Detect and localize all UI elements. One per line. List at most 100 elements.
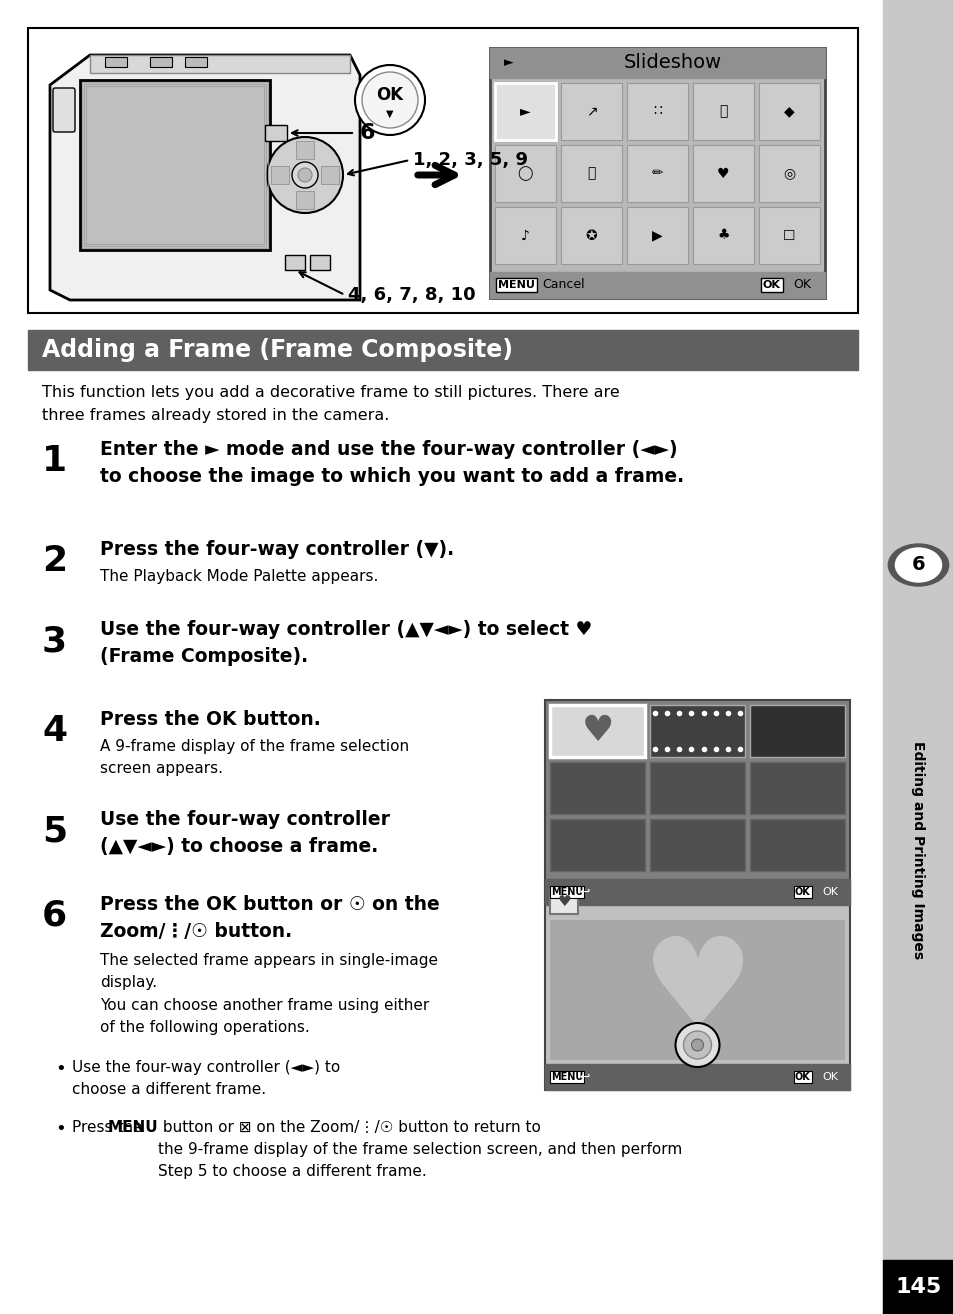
Text: MENU: MENU: [108, 1120, 158, 1135]
Circle shape: [297, 168, 312, 183]
Text: 2: 2: [42, 544, 67, 578]
Text: ✏: ✏: [651, 167, 662, 180]
Bar: [626, 83, 687, 141]
Bar: [495, 208, 556, 264]
Bar: [544, 1064, 849, 1091]
Bar: [490, 49, 824, 78]
Bar: [265, 125, 287, 141]
Bar: [560, 208, 621, 264]
Text: 3: 3: [42, 624, 67, 658]
Text: OK: OK: [762, 280, 781, 290]
Bar: [882, 0, 953, 1314]
Bar: [490, 49, 824, 298]
Ellipse shape: [895, 548, 941, 582]
Text: OK: OK: [794, 887, 810, 897]
Text: 6: 6: [42, 899, 67, 933]
Bar: [626, 208, 687, 264]
Bar: [80, 80, 270, 250]
Text: ♪: ♪: [520, 229, 529, 243]
Text: 6: 6: [911, 556, 924, 574]
Bar: [150, 57, 172, 67]
Bar: [271, 166, 289, 184]
Circle shape: [355, 64, 424, 135]
Bar: [84, 84, 266, 246]
Text: 4: 4: [42, 714, 67, 748]
Bar: [649, 762, 744, 813]
Text: Use the four-way controller
(▲▼◄►) to choose a frame.: Use the four-way controller (▲▼◄►) to ch…: [100, 809, 390, 857]
Circle shape: [675, 1024, 719, 1067]
Bar: [544, 886, 849, 1091]
Bar: [649, 706, 744, 757]
Text: Cancel: Cancel: [541, 279, 584, 292]
Circle shape: [691, 1039, 702, 1051]
Text: Press the four-way controller (▼).: Press the four-way controller (▼).: [100, 540, 454, 558]
Text: OK: OK: [376, 85, 403, 104]
Text: ↩: ↩: [578, 886, 589, 899]
Text: OK: OK: [821, 1072, 837, 1081]
Circle shape: [292, 162, 317, 188]
Bar: [550, 762, 644, 813]
Text: ☐: ☐: [782, 229, 795, 243]
Bar: [544, 700, 849, 905]
Text: This function lets you add a decorative frame to still pictures. There are
three: This function lets you add a decorative …: [42, 385, 619, 423]
Text: ✨: ✨: [587, 167, 595, 180]
Bar: [550, 706, 644, 757]
Text: ▼: ▼: [386, 109, 394, 120]
FancyBboxPatch shape: [53, 88, 75, 131]
Text: 4, 6, 7, 8, 10: 4, 6, 7, 8, 10: [348, 286, 476, 304]
Text: OK: OK: [821, 887, 837, 897]
Bar: [749, 762, 844, 813]
Text: ↩: ↩: [578, 1071, 589, 1084]
Bar: [759, 145, 820, 202]
Text: MENU: MENU: [497, 280, 535, 290]
Bar: [649, 819, 744, 871]
Bar: [550, 819, 644, 871]
Bar: [560, 145, 621, 202]
Text: ◯: ◯: [517, 166, 533, 181]
Text: OK: OK: [792, 279, 810, 292]
Text: Adding a Frame (Frame Composite): Adding a Frame (Frame Composite): [42, 338, 513, 361]
Bar: [295, 141, 314, 159]
Text: ♥: ♥: [640, 932, 753, 1053]
Text: ◎: ◎: [782, 167, 795, 180]
Text: 1, 2, 3, 5, 9: 1, 2, 3, 5, 9: [413, 151, 527, 170]
Text: MENU: MENU: [551, 1072, 582, 1081]
Text: ♥: ♥: [717, 167, 729, 180]
Bar: [692, 208, 753, 264]
Text: ►: ►: [503, 57, 513, 70]
Text: OK: OK: [794, 1072, 810, 1081]
Text: Press the OK button.: Press the OK button.: [100, 710, 320, 729]
Text: Press the OK button or ☉ on the
Zoom/⋮/☉ button.: Press the OK button or ☉ on the Zoom/⋮/☉…: [100, 895, 439, 941]
Text: Enter the ► mode and use the four-way controller (◄►)
to choose the image to whi: Enter the ► mode and use the four-way co…: [100, 440, 683, 486]
Text: ∷: ∷: [653, 105, 661, 118]
Text: MENU: MENU: [551, 887, 582, 897]
Text: 5: 5: [42, 813, 67, 848]
Text: 6: 6: [359, 124, 375, 143]
Text: ↗: ↗: [585, 105, 597, 118]
Bar: [105, 57, 127, 67]
Bar: [550, 890, 578, 915]
Text: 1: 1: [42, 444, 67, 478]
Text: ✪: ✪: [585, 229, 597, 243]
Bar: [28, 330, 857, 371]
Bar: [185, 57, 207, 67]
Text: Editing and Printing Images: Editing and Printing Images: [910, 741, 924, 959]
Text: ⬜: ⬜: [719, 105, 727, 118]
Bar: [560, 83, 621, 141]
Polygon shape: [50, 55, 359, 300]
Text: 145: 145: [895, 1277, 941, 1297]
Bar: [82, 81, 268, 248]
Text: ♣: ♣: [717, 229, 729, 243]
Bar: [544, 879, 849, 905]
Bar: [749, 706, 844, 757]
Text: A 9-frame display of the frame selection
screen appears.: A 9-frame display of the frame selection…: [100, 738, 409, 777]
Text: The selected frame appears in single-image
display.
You can choose another frame: The selected frame appears in single-ima…: [100, 953, 437, 1034]
Bar: [90, 55, 350, 74]
Bar: [692, 145, 753, 202]
Text: Use the four-way controller (▲▼◄►) to select ♥
(Frame Composite).: Use the four-way controller (▲▼◄►) to se…: [100, 620, 592, 666]
Text: Use the four-way controller (◄►) to
choose a different frame.: Use the four-way controller (◄►) to choo…: [71, 1060, 340, 1097]
Text: •: •: [55, 1060, 66, 1077]
Bar: [495, 83, 556, 141]
Bar: [495, 145, 556, 202]
Bar: [295, 191, 314, 209]
